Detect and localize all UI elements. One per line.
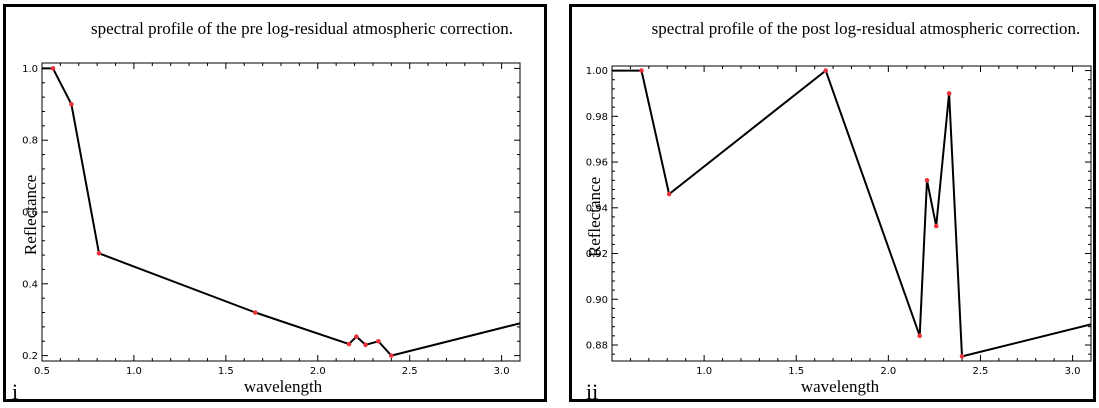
x-tick-label: 2.5 [973,366,989,377]
x-tick-label: 0.5 [34,366,50,377]
y-tick-label: 1.00 [586,66,608,77]
y-tick-label: 0.88 [586,340,608,351]
data-point [354,334,359,339]
chart-title: spectral profile of the post log-residua… [652,19,1081,38]
data-point [346,341,352,347]
chart-panel-i: spectral profile of the pre log-residual… [3,4,547,402]
panel-label: ii [586,379,598,399]
data-point [376,338,381,344]
panel-label: i [12,379,18,399]
y-tick-label: 0.94 [586,203,608,214]
data-point [666,191,672,197]
plot-area: 1.0 1.5 2.0 2.5 3.0 0.88 0.90 0.92 0.94 0.96 0.98 1… [586,65,1092,377]
data-point [823,68,829,73]
data-point [389,353,394,358]
y-tick-label: 0.2 [22,351,38,362]
data-point [924,178,930,183]
series-line [42,67,520,357]
y-tick-label: 0.4 [22,279,38,290]
y-axis-label: Reflectance [585,177,604,257]
x-tick-label: 1.0 [126,366,142,377]
x-axis-label: wavelength [244,377,323,396]
x-tick-label: 2.0 [310,366,326,377]
x-tick-label: 2.5 [402,366,418,377]
y-tick-label: 1.0 [22,64,38,75]
chart-title: spectral profile of the pre log-residual… [91,19,513,38]
x-tick-label: 1.0 [696,366,712,377]
x-tick-label: 3.0 [1065,366,1081,377]
data-point [69,101,74,107]
data-point [363,342,368,348]
y-tick-label: 0.98 [586,112,608,123]
y-tick-label: 0.92 [586,249,608,260]
data-point [946,91,952,96]
x-tick-label: 2.0 [880,366,896,377]
data-point [959,354,965,359]
chart-ii-svg: spectral profile of the post log-residua… [585,19,1092,399]
y-tick-label: 0.8 [22,136,38,147]
chart-i-svg: spectral profile of the pre log-residual… [12,19,521,399]
x-tick-label: 3.0 [494,366,510,377]
data-point [933,223,939,229]
data-point [639,68,644,73]
x-tick-label: 1.5 [788,366,804,377]
y-tick-label: 0.90 [586,295,608,306]
data-point [50,66,56,71]
x-tick-label: 1.5 [218,366,234,377]
data-point [96,250,102,256]
plot-frame [41,62,521,362]
series-line [612,69,1091,358]
data-point [252,310,258,315]
x-axis-label: wavelength [801,377,880,396]
series-group [42,66,520,358]
series-group [612,68,1091,359]
plot-frame [611,65,1092,362]
y-axis-label: Reflectance [21,175,40,255]
data-point [917,333,922,339]
y-tick-label: 0.96 [586,158,608,169]
chart-panel-ii: spectral profile of the post log-residua… [569,4,1096,402]
plot-area: 0.5 1.0 1.5 2.0 2.5 3.0 0.2 0.4 0.6 0.8 1.0 [22,62,521,377]
y-tick-label: 0.6 [22,208,38,219]
